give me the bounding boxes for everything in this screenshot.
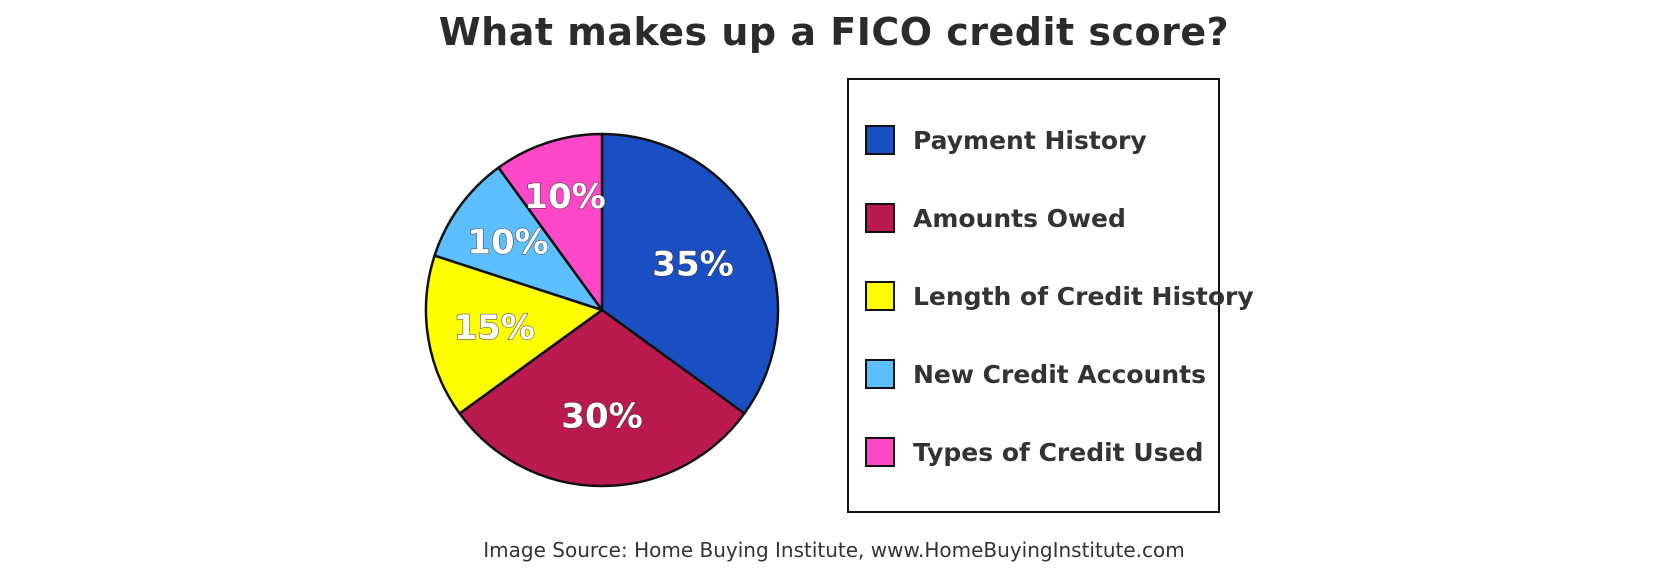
- pie-slice-length-of-credit-history: [424, 254, 604, 415]
- pie-slice-new-credit-accounts: [433, 166, 604, 312]
- legend-item-length-of-credit-history: Length of Credit History: [865, 279, 1254, 313]
- pie-slice-payment-history: [600, 132, 780, 415]
- slice-value-label-types-of-credit-used: 10%: [524, 177, 605, 217]
- legend-item-new-credit-accounts: New Credit Accounts: [865, 357, 1206, 391]
- legend-item-payment-history: Payment History: [865, 123, 1147, 157]
- pie-slice-amounts-owed: [458, 308, 746, 488]
- pie-chart: 35% 30% 15% 10% 10%: [424, 132, 780, 488]
- slice-value-label-amounts-owed: 30%: [561, 397, 642, 437]
- legend-item-amounts-owed: Amounts Owed: [865, 201, 1126, 235]
- image-source-caption: Image Source: Home Buying Institute, www…: [483, 538, 1185, 562]
- legend-swatch-payment-history: [865, 125, 895, 155]
- legend: Payment History Amounts Owed Length of C…: [847, 78, 1254, 513]
- legend-swatch-new-credit-accounts: [865, 359, 895, 389]
- legend-label-payment-history: Payment History: [913, 125, 1147, 155]
- chart-title: What makes up a FICO credit score?: [438, 10, 1230, 54]
- legend-label-length-of-credit-history: Length of Credit History: [913, 281, 1254, 311]
- legend-swatch-types-of-credit-used: [865, 437, 895, 467]
- legend-item-types-of-credit-used: Types of Credit Used: [865, 435, 1203, 469]
- legend-label-new-credit-accounts: New Credit Accounts: [913, 359, 1207, 389]
- pie-slice-types-of-credit-used: [497, 132, 604, 312]
- legend-swatch-amounts-owed: [865, 203, 895, 233]
- legend-label-amounts-owed: Amounts Owed: [913, 203, 1126, 233]
- slice-value-label-new-credit-accounts: 10%: [467, 223, 548, 263]
- slice-value-label-length-of-credit-history: 15%: [454, 308, 535, 348]
- legend-label-types-of-credit-used: Types of Credit Used: [913, 437, 1204, 467]
- legend-swatch-length-of-credit-history: [865, 281, 895, 311]
- slice-value-label-payment-history: 35%: [652, 245, 733, 285]
